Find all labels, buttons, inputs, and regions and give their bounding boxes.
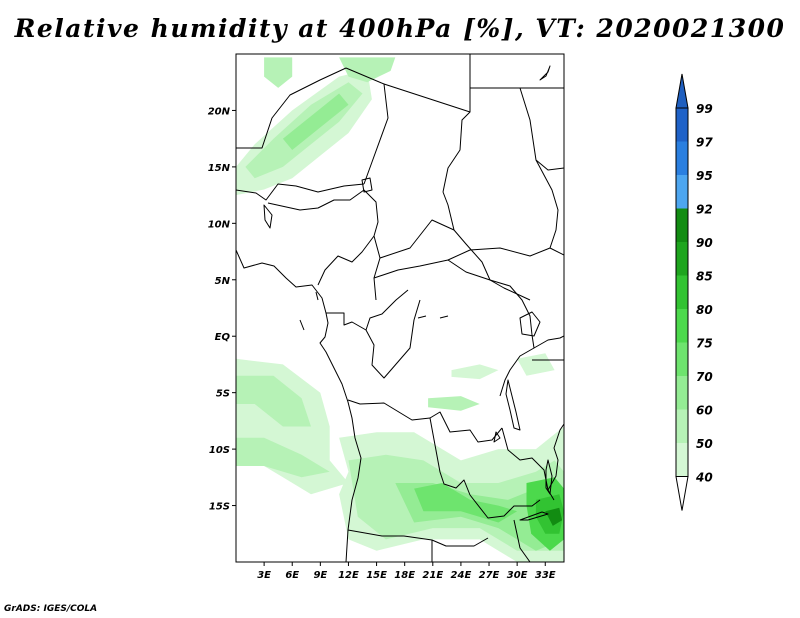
border-mali-burkina [236,183,365,201]
humidity-region-sahel-northwest-peak [282,93,349,150]
axis-ticks: 20N 15N 10N 5N EQ 5S 10S 15S 3E 6E 9E 12E 15E 18E 21E 2… [208,106,556,581]
humidity-region-congo-streak-east [451,364,499,380]
border-sudan-east [519,87,564,256]
humidity-region-north-edge-west [264,57,293,88]
lake-malawi [545,459,553,495]
lat-tick-label: 15S [209,502,230,513]
colorbar-label: 85 [696,270,713,284]
lat-tick-label: EQ [215,332,231,343]
humidity-region-lake-victoria-patch [517,353,555,376]
border-car-north [379,219,455,259]
colorbar-segment [676,309,688,343]
border-uganda-kenya [533,335,564,349]
humidity-region-zambia-high [414,483,518,523]
border-car-south [373,259,531,301]
grads-credit: GrADS: IGES/COLA [4,604,98,614]
colorbar-label: 50 [696,437,713,451]
colorbar-segment [676,376,688,410]
lat-tick-label: 10S [209,445,230,456]
colorbar-bottom-arrow [675,476,689,511]
lat-tick-label: 15N [208,163,231,174]
colorbar-segment [676,275,688,309]
border-mozambique [547,423,564,491]
lon-tick-label: 9E [313,570,327,581]
colorbar-segment [676,342,688,376]
border-drc-congo [365,299,421,379]
lon-tick-label: 27E [479,570,500,581]
lake-chad [361,177,373,193]
border-zambia-zimbabwe [469,494,541,519]
small-lakes [299,291,449,331]
lat-tick-label: 10N [208,219,231,230]
lake-victoria [519,311,541,337]
map-frame [235,53,565,563]
border-cameroon-car [373,235,381,301]
lon-tick-label: 18E [394,570,415,581]
border-libya-egypt [442,111,471,193]
colorbar-label: 70 [696,370,713,384]
colorbar-label: 92 [696,203,713,217]
border-nigeria-cameroon [317,235,375,286]
border-algeria-mali [345,67,389,185]
colorbar-segment [676,175,688,209]
colorbar-segment [676,242,688,276]
colorbar-segment [676,141,688,175]
lat-tick-label: 5S [216,389,230,400]
humidity-region-gulf-guinea-south [236,437,330,478]
colorbar: 99 97 95 92 90 85 80 75 70 60 50 40 [675,73,713,511]
border-gabon-congo [326,289,409,331]
humidity-region-congo-streak-south [428,396,480,411]
lon-tick-label: 30E [507,570,528,581]
colorbar-segment [676,409,688,443]
country-borders [236,54,564,562]
lon-tick-label: 12E [338,570,359,581]
colorbar-segment [676,208,688,242]
coastline-west [236,249,362,562]
colorbar-segment [676,108,688,142]
lake-tanganyika [505,379,521,431]
lon-tick-label: 3E [257,570,271,581]
border-chad-sudan [442,191,491,281]
colorbar-top-arrow [675,73,689,109]
colorbar-label: 75 [696,337,713,351]
map-title: Relative humidity at 400hPa [%], VT: 202… [14,14,786,43]
colorbar-label: 80 [696,303,713,317]
colorbar-label: 95 [696,169,713,183]
lat-tick-label: 20N [208,106,231,117]
lake-mweru [493,431,501,443]
colorbar-label: 97 [696,136,713,150]
border-nigeria-north [267,189,379,237]
lon-tick-label: 24E [451,570,472,581]
border-angola-zambia [429,417,471,496]
border-niger-libya [383,54,471,113]
lake-volta [263,204,273,229]
colorbar-label: 40 [695,471,713,485]
border-east-africa [489,279,535,397]
humidity-region-gulf-guinea-core [236,375,311,427]
humidity-region-north-edge-east [339,57,396,83]
lat-tick-label: 5N [215,276,231,287]
border-zimbabwe-south [513,519,531,562]
colorbar-label: 60 [696,404,713,418]
lon-tick-label: 21E [422,570,443,581]
humidity-region-malawi-max [545,507,563,526]
lake-kariba [519,511,549,521]
lon-tick-label: 6E [285,570,299,581]
humidity-fill-layer [236,57,564,562]
border-sudan-southsudan [447,247,551,261]
colorbar-segment [676,443,688,477]
colorbar-label: 99 [696,102,713,116]
nile-red-sea [539,65,551,81]
border-drc-angola [347,399,503,443]
colorbar-label: 90 [696,236,713,250]
lon-tick-label: 33E [535,570,556,581]
border-ethiopia [535,159,564,171]
lon-tick-label: 15E [366,570,387,581]
border-mauritania-mali [236,67,347,149]
